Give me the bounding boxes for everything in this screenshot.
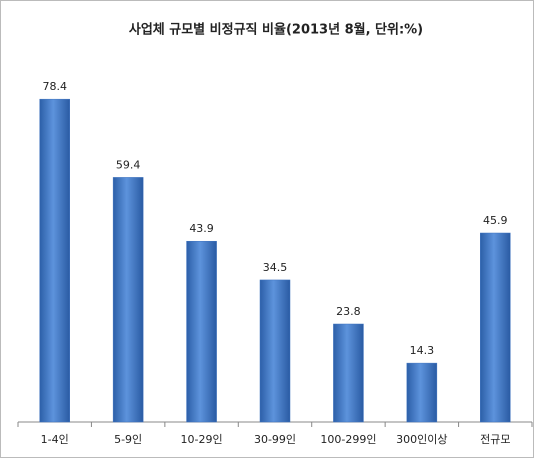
data-label: 34.5 bbox=[263, 261, 288, 274]
x-tick-label: 30-99인 bbox=[254, 433, 296, 446]
data-label: 78.4 bbox=[42, 80, 67, 93]
bar bbox=[406, 362, 438, 423]
x-tick-label: 100-299인 bbox=[320, 433, 376, 446]
bar bbox=[259, 279, 291, 423]
data-label: 23.8 bbox=[336, 305, 361, 318]
x-tick-label: 300인이상 bbox=[396, 433, 447, 446]
data-label: 43.9 bbox=[189, 222, 214, 235]
data-label: 45.9 bbox=[483, 214, 508, 227]
data-label: 59.4 bbox=[116, 158, 141, 171]
bar bbox=[333, 323, 364, 423]
chart-title: 사업체 규모별 비정규직 비율(2013년 8월, 단위:%) bbox=[129, 22, 423, 38]
bar bbox=[112, 177, 144, 423]
bar bbox=[480, 232, 511, 423]
x-tick-label: 전규모 bbox=[480, 433, 510, 446]
bar bbox=[186, 240, 217, 423]
x-tick-label: 1-4인 bbox=[41, 433, 69, 446]
x-tick-label: 5-9인 bbox=[114, 433, 142, 446]
data-label: 14.3 bbox=[410, 344, 435, 357]
bar bbox=[39, 98, 70, 423]
x-tick-label: 10-29인 bbox=[181, 433, 223, 446]
